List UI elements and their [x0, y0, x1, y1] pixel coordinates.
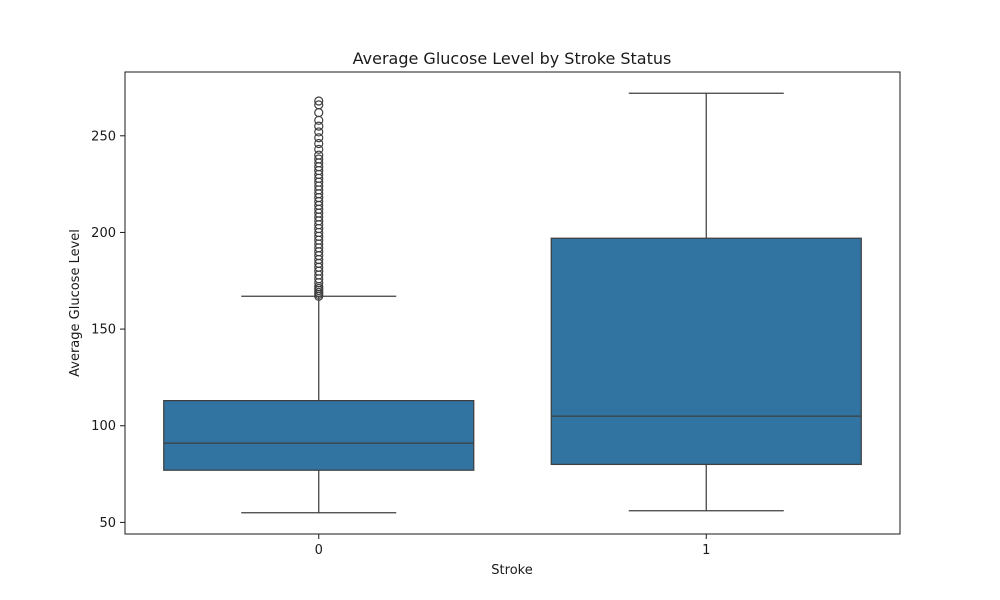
x-tick-label: 1: [702, 543, 710, 558]
outlier-point: [314, 133, 324, 143]
y-tick-label: 200: [91, 226, 116, 241]
y-tick-label: 250: [91, 129, 116, 144]
plot-frame: [124, 71, 901, 535]
outlier-point: [314, 121, 324, 131]
outlier-point: [314, 100, 324, 110]
y-tick-label: 150: [91, 323, 116, 338]
y-tick-label: 100: [91, 419, 116, 434]
iqr-box: [163, 399, 475, 471]
outlier-point: [314, 107, 324, 118]
outlier-point: [314, 154, 324, 164]
outlier-point: [314, 144, 324, 154]
chart-title: Average Glucose Level by Stroke Status: [353, 49, 672, 68]
outlier-point: [314, 150, 324, 160]
y-axis-label: Average Glucose Level: [68, 229, 83, 377]
iqr-box: [550, 237, 862, 466]
box-group-1: [550, 92, 862, 512]
box-group-0: [163, 96, 475, 514]
outlier-point: [314, 115, 324, 125]
x-tick-label: 0: [315, 543, 323, 558]
plot-area: [163, 92, 862, 514]
outlier-point: [314, 96, 324, 106]
x-axis-label: Stroke: [491, 563, 532, 578]
outlier-point: [314, 127, 324, 137]
outlier-point: [314, 138, 324, 149]
y-tick-label: 50: [99, 516, 116, 531]
